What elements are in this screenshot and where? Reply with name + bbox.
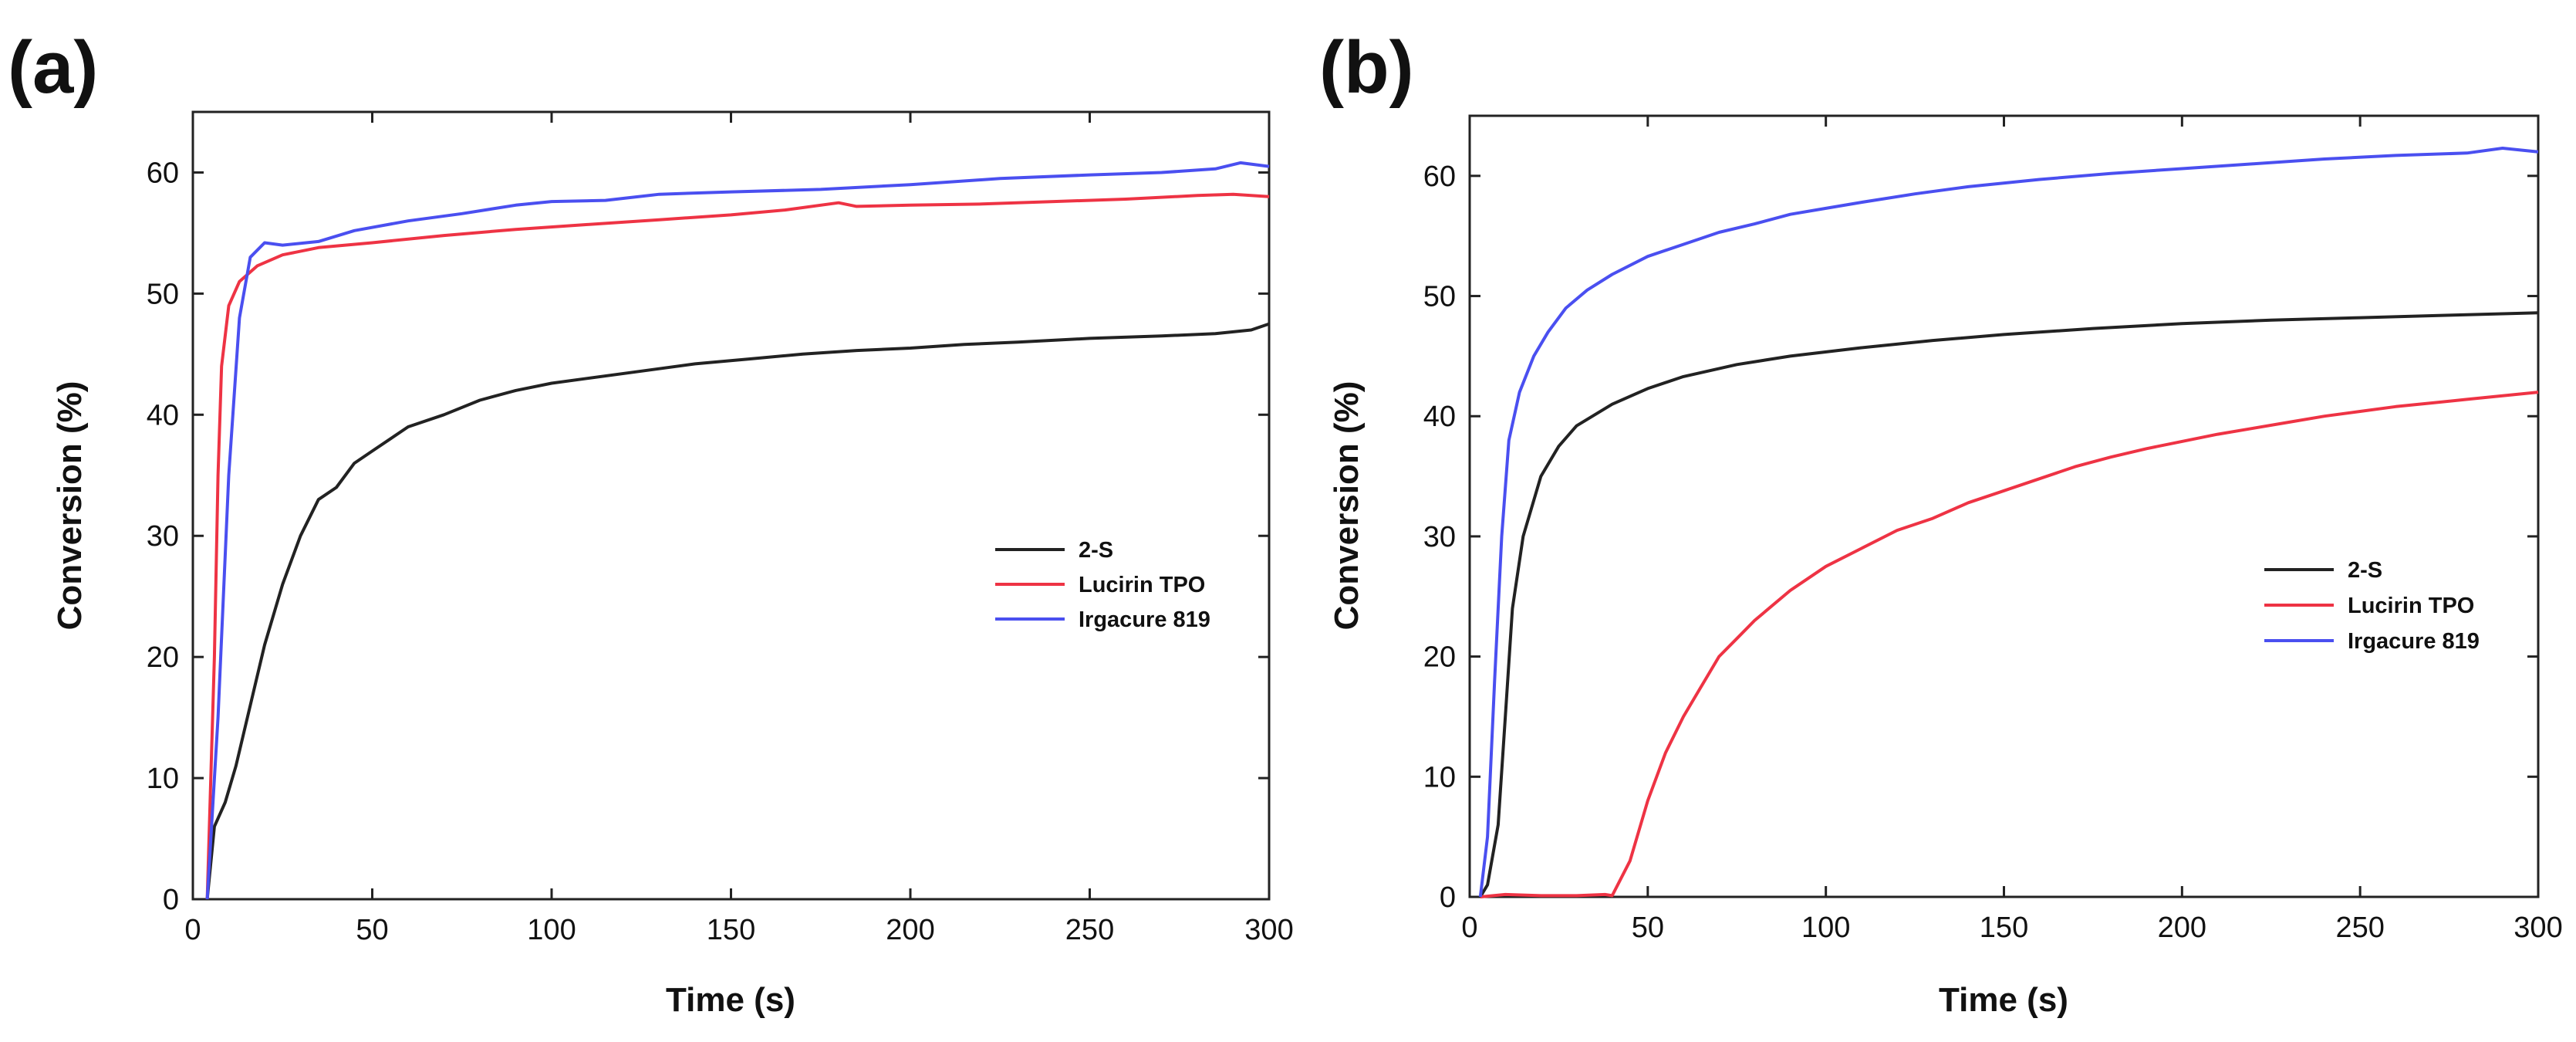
panel-b: (b) 0 10 20 30 40 50 60 0 50 100 150 200 250 300 Con… (1319, 26, 2563, 1019)
x-tick-label: 50 (1632, 912, 1664, 944)
x-ticks-b: 0 50 100 150 200 250 300 (1461, 116, 2563, 944)
x-ticks-a: 0 50 100 150 200 250 300 (184, 112, 1294, 946)
x-tick-label: 150 (1980, 912, 2028, 944)
x-tick-label: 100 (527, 914, 576, 946)
legend-b: 2-S Lucirin TPO Irgacure 819 (2264, 558, 2480, 654)
y-tick-label: 30 (1423, 521, 1456, 553)
legend-label: 2-S (1079, 538, 1113, 563)
legend-label: 2-S (2348, 558, 2382, 583)
x-tick-label: 250 (1065, 914, 1114, 946)
y-tick-label: 40 (1423, 401, 1456, 433)
y-tick-label: 10 (1423, 761, 1456, 793)
x-tick-label: 200 (886, 914, 934, 946)
series-line-b-1 (1479, 311, 2539, 898)
legend-a: 2-S Lucirin TPO Irgacure 819 (995, 538, 1210, 632)
y-tick-label: 30 (147, 520, 179, 553)
x-tick-label: 300 (2514, 912, 2562, 944)
y-tick-label: 40 (147, 399, 179, 431)
y-tick-label: 0 (1440, 881, 1456, 914)
legend-label: Irgacure 819 (2348, 629, 2480, 654)
x-axis-title-a: Time (s) (666, 981, 795, 1019)
y-axis-title-b: Conversion (%) (1328, 381, 1366, 631)
y-tick-label: 20 (147, 641, 179, 674)
y-tick-label: 10 (147, 763, 179, 795)
panel-a: (a) 0 10 20 30 40 50 60 0 50 100 150 200 250 300 Con… (8, 26, 1294, 1019)
x-tick-label: 100 (1801, 912, 1850, 944)
y-ticks-a: 0 10 20 30 40 50 60 (147, 157, 1269, 916)
series-line-b-3 (1478, 147, 2539, 898)
y-ticks-b: 0 10 20 30 40 50 60 (1423, 161, 2538, 914)
series-lines-b (1478, 147, 2539, 898)
x-tick-label: 150 (707, 914, 755, 946)
series-lines-a (205, 161, 1270, 900)
y-tick-label: 60 (147, 157, 179, 189)
panel-label-b: (b) (1319, 26, 1414, 109)
series-line-a-3 (205, 161, 1270, 900)
y-tick-label: 60 (1423, 161, 1456, 193)
series-line-a-1 (205, 322, 1270, 900)
y-axis-title-a: Conversion (%) (51, 381, 89, 631)
legend-label: Lucirin TPO (1079, 573, 1205, 597)
x-tick-label: 200 (2158, 912, 2206, 944)
x-axis-title-b: Time (s) (1939, 981, 2068, 1019)
panel-label-a: (a) (8, 26, 98, 109)
y-tick-label: 50 (147, 278, 179, 310)
y-tick-label: 0 (163, 884, 179, 916)
series-line-b-2 (1480, 391, 2539, 898)
x-tick-label: 50 (356, 914, 388, 946)
x-tick-label: 0 (184, 914, 201, 946)
legend-label: Irgacure 819 (1079, 607, 1210, 632)
legend-label: Lucirin TPO (2348, 594, 2474, 618)
x-tick-label: 0 (1461, 912, 1477, 944)
x-tick-label: 300 (1244, 914, 1293, 946)
plot-frame-b (1468, 114, 2540, 898)
y-tick-label: 20 (1423, 641, 1456, 674)
x-tick-label: 250 (2335, 912, 2384, 944)
series-line-a-2 (205, 192, 1270, 900)
y-tick-label: 50 (1423, 281, 1456, 313)
